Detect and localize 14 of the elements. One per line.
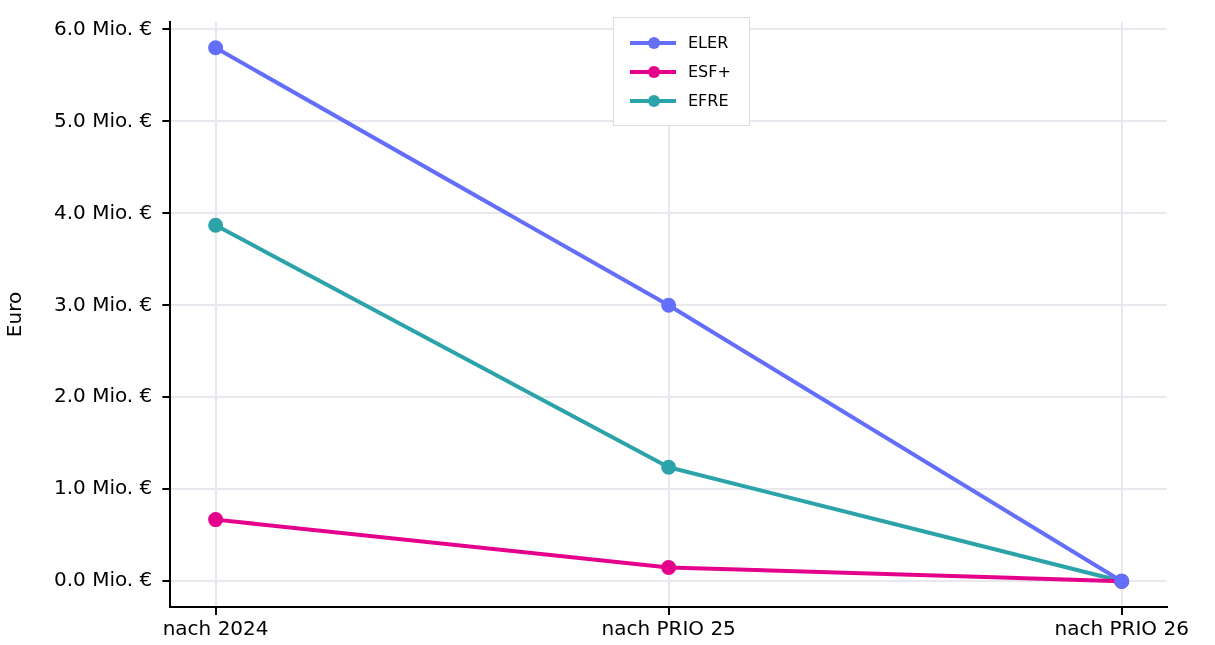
x-tick-label: nach PRIO 26 [1054,616,1189,641]
legend-label: ELER [688,33,729,52]
x-tick-label: nach 2024 [162,616,269,641]
legend-label: ESF+ [688,62,731,81]
legend-label: EFRE [688,91,729,110]
y-tick-label: 5.0 Mio. € [53,107,153,132]
x-tick-label: nach PRIO 25 [601,616,736,641]
y-tick-label: 1.0 Mio. € [53,475,153,500]
y-tick-label: 0.0 Mio. € [53,567,153,592]
y-axis-title: Euro [2,291,27,338]
y-tick-label: 6.0 Mio. € [53,15,153,40]
y-tick-label: 4.0 Mio. € [53,199,153,224]
y-tick-label: 2.0 Mio. € [53,383,153,408]
y-tick-label: 3.0 Mio. € [53,291,153,316]
